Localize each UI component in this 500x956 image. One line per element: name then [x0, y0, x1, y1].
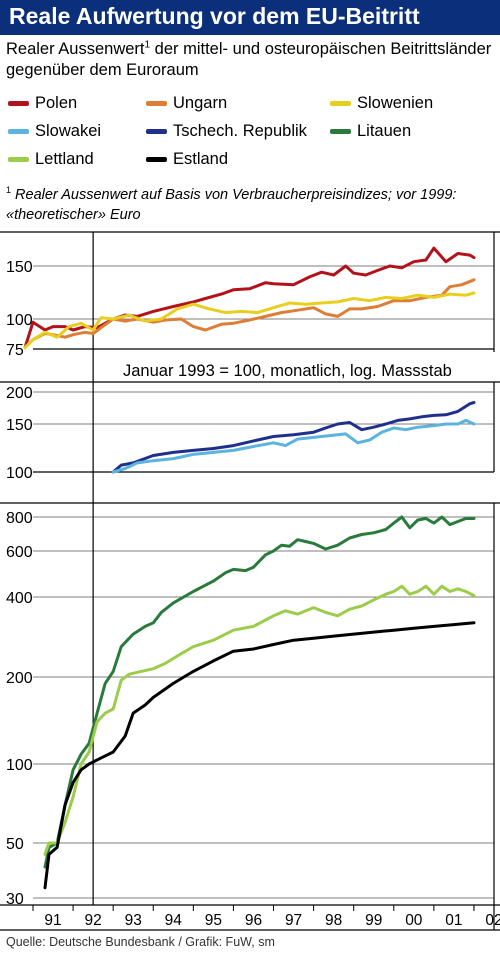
- x-tick-label: 93: [125, 912, 142, 929]
- legend-label: Tschech. Republik: [173, 122, 307, 140]
- legend-label: Slowenien: [357, 94, 434, 112]
- y-tick-label: 600: [6, 544, 33, 561]
- legend-swatch: [146, 157, 167, 162]
- legend-swatch: [146, 129, 167, 134]
- subtitle-text-end: der mittel- und osteuropäischen Beitritt…: [6, 40, 492, 79]
- legend-swatch: [146, 101, 167, 106]
- legend-label: Litauen: [357, 122, 412, 140]
- legend-swatch: [8, 157, 29, 162]
- series-line-ungarn: [23, 278, 476, 350]
- chart-subtitle: Realer Aussenwert1 der mittel- und osteu…: [6, 39, 496, 81]
- x-tick-label: 96: [245, 912, 262, 929]
- subtitle-footnote-mark: 1: [144, 39, 151, 51]
- x-tick-label: 91: [44, 912, 61, 929]
- x-tick-label: 94: [165, 912, 183, 929]
- source-credit: Quelle: Deutsche Bundesbank / Grafik: Fu…: [6, 935, 275, 949]
- x-tick-label: 92: [85, 912, 102, 929]
- legend-label: Ungarn: [173, 94, 228, 112]
- series-line-slowenien: [23, 291, 476, 350]
- y-tick-label: 100: [6, 312, 33, 329]
- series-line-slowakei: [111, 418, 476, 474]
- subtitle-text-start: Realer Aussenwert: [6, 40, 145, 58]
- y-tick-label: 75: [6, 342, 24, 359]
- y-tick-label: 30: [6, 891, 24, 908]
- series-line-tschech-republik: [111, 401, 476, 474]
- chart-annotation: Januar 1993 = 100, monatlich, log. Masss…: [123, 362, 452, 380]
- chart-canvas: 75 100 150 100 150 200 30 50 100 200 400 600 800 91 92…: [0, 231, 500, 931]
- legend-label: Slowakei: [35, 122, 102, 140]
- legend-swatch: [330, 129, 351, 134]
- legend-label: Polen: [35, 94, 78, 112]
- y-tick-label: 100: [6, 757, 33, 774]
- y-tick-label: 50: [6, 836, 24, 853]
- y-tick-label: 200: [6, 670, 33, 687]
- x-tick-label: 01: [445, 912, 462, 929]
- chart-title: Reale Aufwertung vor dem EU-Beitritt: [9, 3, 420, 29]
- series-line-estland: [43, 621, 476, 890]
- y-tick-label: 800: [6, 510, 33, 527]
- x-tick-label: 02: [485, 912, 500, 929]
- footnote: 1 Realer Aussenwert auf Basis von Verbra…: [6, 185, 496, 225]
- series-line-lettland: [43, 584, 476, 856]
- x-tick-label: 98: [325, 912, 342, 929]
- series-line-litauen: [43, 515, 476, 869]
- y-tick-label: 100: [6, 465, 33, 482]
- legend-label: Lettland: [35, 150, 94, 168]
- footnote-text: Realer Aussenwert auf Basis von Verbrauc…: [6, 187, 457, 223]
- title-bar: Reale Aufwertung vor dem EU-Beitritt: [0, 0, 500, 35]
- y-tick-label: 200: [6, 385, 33, 402]
- y-tick-label: 150: [6, 259, 33, 276]
- y-tick-label: 150: [6, 417, 33, 434]
- x-tick-label: 00: [405, 912, 423, 929]
- x-tick-label: 97: [285, 912, 302, 929]
- x-tick-label: 95: [205, 912, 222, 929]
- legend-label: Estland: [173, 150, 229, 168]
- legend-swatch: [330, 101, 351, 106]
- legend-swatch: [8, 101, 29, 106]
- footnote-mark: 1: [6, 185, 12, 196]
- y-tick-label: 400: [6, 590, 33, 607]
- legend-swatch: [8, 129, 29, 134]
- x-tick-label: 99: [365, 912, 382, 929]
